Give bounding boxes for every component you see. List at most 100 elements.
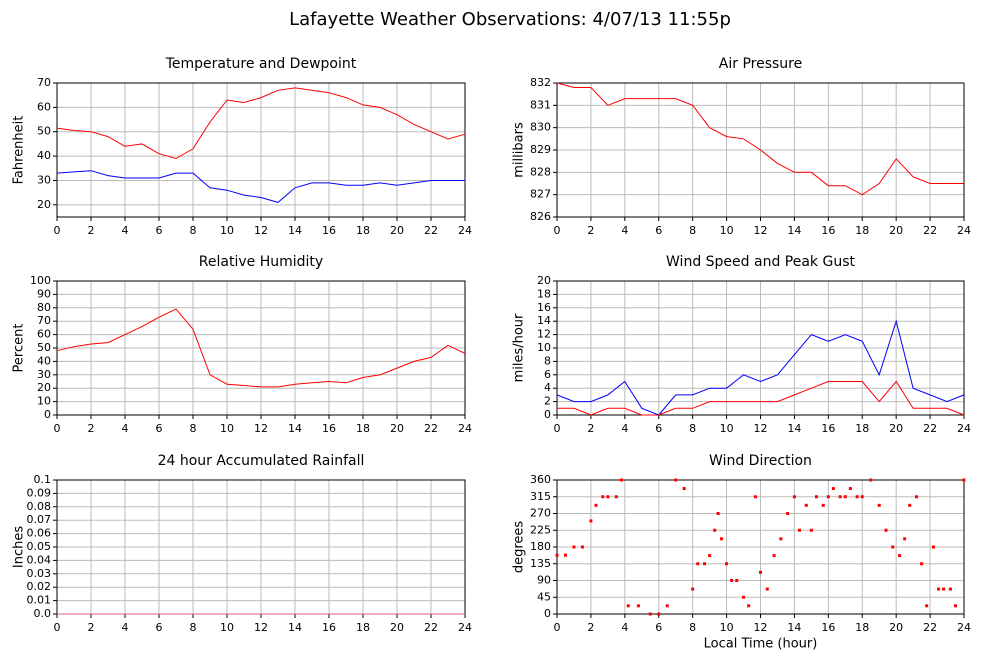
x-tick-label: 12: [254, 422, 268, 435]
point: [898, 554, 902, 558]
x-tick-label: 24: [957, 621, 971, 634]
y-axis-label: degrees: [512, 521, 527, 574]
series-line: [56, 87, 466, 160]
y-tick-label: 100: [30, 274, 51, 287]
point: [730, 579, 734, 582]
x-tick-label: 22: [923, 621, 937, 634]
plot-frame: [56, 280, 466, 416]
point: [826, 495, 830, 499]
x-tick-label: 22: [923, 422, 937, 435]
y-tick-label: 829: [530, 143, 551, 156]
y-tick-label: 40: [37, 149, 51, 162]
y-tick-label: 0: [544, 607, 551, 620]
x-tick-label: 12: [754, 224, 768, 237]
point: [708, 554, 712, 558]
x-tick-label: 16: [821, 422, 835, 435]
point: [626, 604, 630, 608]
x-tick-label: 0: [54, 621, 61, 634]
point: [821, 503, 825, 507]
y-tick-label: 828: [530, 165, 551, 178]
chart-title: Temperature and Dewpoint: [165, 56, 357, 72]
x-tick-label: 8: [689, 621, 696, 634]
y-tick-label: 14: [537, 314, 551, 327]
x-tick-label: 0: [554, 422, 561, 435]
point: [735, 579, 739, 582]
point: [855, 495, 859, 499]
y-tick-label: 827: [530, 188, 551, 201]
y-tick-label: 832: [530, 76, 551, 89]
point: [838, 495, 842, 499]
x-tick-label: 14: [288, 621, 302, 634]
y-tick-label: 0.1: [34, 473, 52, 486]
page-title: Lafayette Weather Observations: 4/07/13 …: [289, 9, 731, 30]
y-tick-label: 180: [530, 540, 551, 553]
x-tick-label: 18: [356, 422, 370, 435]
x-tick-label: 24: [458, 621, 472, 634]
point: [713, 528, 717, 532]
y-tick-label: 831: [530, 98, 551, 111]
x-tick-label: 10: [720, 621, 734, 634]
point: [563, 553, 567, 557]
y-tick-label: 315: [530, 490, 551, 503]
series-line: [56, 170, 465, 203]
x-axis-label: Local Time (hour): [704, 637, 818, 652]
y-tick-label: 826: [530, 210, 551, 223]
y-tick-label: 0.02: [27, 580, 52, 593]
y-tick-label: 0.05: [27, 540, 52, 553]
y-tick-label: 0.0: [34, 607, 52, 620]
y-tick-label: 30: [37, 368, 51, 381]
series-line: [556, 319, 965, 416]
x-tick-label: 14: [787, 621, 801, 634]
x-tick-label: 18: [855, 224, 869, 237]
x-tick-label: 2: [587, 621, 594, 634]
y-tick-label: 70: [37, 76, 51, 89]
y-tick-label: 45: [537, 590, 551, 603]
point: [915, 495, 919, 499]
y-axis-label: Percent: [12, 324, 27, 373]
point: [589, 519, 593, 523]
point: [703, 562, 707, 566]
point: [606, 495, 610, 499]
x-tick-label: 6: [156, 224, 163, 237]
x-tick-label: 20: [889, 621, 903, 634]
series-line: [556, 82, 964, 196]
point: [843, 495, 847, 499]
x-tick-label: 14: [288, 422, 302, 435]
x-tick-label: 2: [587, 422, 594, 435]
y-tick-label: 360: [530, 473, 551, 486]
x-tick-label: 24: [458, 422, 472, 435]
y-tick-label: 18: [537, 287, 551, 300]
point: [594, 503, 598, 507]
y-axis-label: miles/hour: [512, 313, 527, 382]
x-tick-label: 14: [787, 224, 801, 237]
point: [948, 587, 952, 591]
y-axis-label: Inches: [12, 526, 27, 568]
y-tick-label: 20: [537, 274, 551, 287]
chart-title: Air Pressure: [719, 56, 802, 72]
point: [831, 487, 835, 491]
point: [674, 478, 678, 482]
x-tick-label: 22: [923, 224, 937, 237]
point: [804, 503, 808, 507]
x-tick-label: 6: [156, 422, 163, 435]
point: [742, 595, 746, 599]
point: [682, 487, 686, 491]
chart-title: 24 hour Accumulated Rainfall: [158, 453, 365, 469]
y-tick-label: 830: [530, 121, 551, 134]
x-tick-label: 8: [689, 422, 696, 435]
x-tick-label: 4: [122, 224, 129, 237]
y-tick-label: 60: [37, 100, 51, 113]
x-tick-label: 24: [957, 224, 971, 237]
x-tick-label: 20: [889, 422, 903, 435]
chart-title: Wind Direction: [709, 453, 812, 469]
point: [869, 478, 873, 482]
x-tick-label: 22: [424, 422, 438, 435]
point: [925, 604, 929, 608]
x-tick-label: 0: [54, 422, 61, 435]
y-tick-label: 4: [544, 381, 551, 394]
point: [954, 604, 958, 608]
y-tick-label: 225: [530, 523, 551, 536]
point: [860, 495, 864, 499]
plot-frame: [556, 280, 965, 416]
x-tick-label: 16: [322, 224, 336, 237]
